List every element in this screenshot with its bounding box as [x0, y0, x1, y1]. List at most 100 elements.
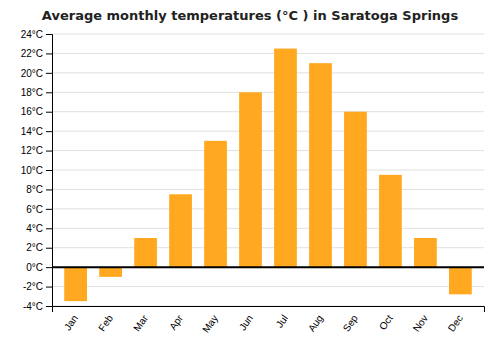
bar [379, 175, 402, 267]
grid-line [52, 170, 484, 171]
grid-line [52, 208, 484, 209]
x-tick-label: Apr [167, 312, 185, 332]
y-tick: 18°C [21, 87, 52, 98]
y-tick-label: 8°C [26, 184, 43, 195]
y-tick-label: 20°C [21, 68, 43, 79]
y-tick: 14°C [21, 126, 52, 137]
y-tick-mark [46, 53, 52, 54]
x-tick: Dec [446, 313, 465, 334]
y-tick: 4°C [26, 223, 52, 234]
y-tick-mark [46, 248, 52, 249]
y-tick-label: 6°C [26, 204, 43, 215]
x-tick: Jan [62, 313, 80, 333]
zero-line [52, 266, 484, 268]
y-tick-mark [46, 151, 52, 152]
y-tick-label: 24°C [21, 29, 43, 40]
y-tick-mark [46, 306, 52, 307]
grid-line [52, 72, 484, 73]
x-tick: Oct [377, 313, 395, 332]
bar [309, 63, 332, 267]
x-tick-label: Jan [62, 313, 80, 333]
y-tick: -4°C [23, 301, 52, 312]
bar [414, 238, 437, 267]
y-tick: 6°C [26, 204, 52, 215]
x-tick: May [200, 313, 220, 335]
grid-line [52, 150, 484, 151]
bar [344, 112, 367, 267]
y-tick: 24°C [21, 29, 52, 40]
grid-line [52, 92, 484, 93]
x-tick: Jun [237, 313, 255, 333]
x-tick-label: Jun [237, 313, 255, 333]
y-tick: 2°C [26, 242, 52, 253]
y-tick: 16°C [21, 106, 52, 117]
grid-line [52, 131, 484, 132]
bar [169, 194, 192, 267]
y-tick-mark [46, 112, 52, 113]
y-tick-label: 10°C [21, 165, 43, 176]
y-tick: 10°C [21, 165, 52, 176]
y-tick-mark [46, 228, 52, 229]
x-tick: Aug [306, 313, 325, 334]
x-tick: Nov [411, 313, 430, 334]
y-tick: 8°C [26, 184, 52, 195]
x-tick-label: Mar [131, 312, 150, 333]
title: Average monthly temperatures (°C ) in Sa… [42, 8, 459, 23]
y-tick-mark [46, 170, 52, 171]
y-tick: 0°C [26, 262, 52, 273]
x-tick: Mar [131, 312, 150, 333]
y-axis: -4°C -2°C 0°C 2°C 4°C 6°C 8°C 10°C 12°C 14°C 16°C 1… [21, 29, 53, 312]
x-tick-label: Jul [274, 313, 290, 330]
bar [274, 49, 297, 268]
x-axis-line [53, 307, 485, 313]
grid-line [52, 267, 484, 268]
y-tick-mark [46, 189, 52, 190]
x-tick-label: Nov [411, 313, 430, 334]
y-axis-line [46, 35, 53, 307]
plot: -4°C -2°C 0°C 2°C 4°C 6°C 8°C 10°C 12°C 14°C 16°C 1… [21, 29, 485, 335]
y-tick-label: 22°C [21, 48, 43, 59]
y-tick: 20°C [21, 68, 52, 79]
grid [52, 34, 484, 306]
x-tick-label: Aug [306, 313, 325, 334]
y-tick-label: 14°C [21, 126, 43, 137]
x-tick-label: Dec [446, 313, 465, 334]
y-tick: 12°C [21, 145, 52, 156]
y-tick-label: 2°C [26, 242, 43, 253]
x-axis: Jan Feb Mar Apr May Jun Jul Aug Sep Oct Nov Dec [53, 307, 485, 335]
x-tick: Sep [341, 312, 360, 333]
y-tick-mark [46, 267, 52, 268]
y-tick-label: 16°C [21, 106, 43, 117]
bar [239, 92, 262, 267]
x-tick-label: Sep [341, 312, 360, 333]
y-tick-mark [46, 209, 52, 210]
grid-line [52, 34, 484, 35]
x-tick: Apr [167, 312, 185, 332]
grid-line [52, 53, 484, 54]
y-tick-mark [46, 73, 52, 74]
y-tick-label: 4°C [26, 223, 43, 234]
y-tick: 22°C [21, 48, 52, 59]
y-tick-label: -2°C [23, 281, 43, 292]
bar [134, 238, 157, 267]
x-tick-label: Oct [377, 313, 395, 332]
y-tick: -2°C [23, 281, 52, 292]
x-tick-label: Feb [96, 312, 115, 333]
y-tick-label: 0°C [26, 262, 43, 273]
bar [99, 267, 122, 277]
grid-line [52, 228, 484, 229]
y-tick-label: 12°C [21, 145, 43, 156]
bars [64, 49, 472, 302]
grid-line [52, 189, 484, 190]
x-tick-label: May [200, 313, 220, 335]
x-tick: Feb [96, 312, 115, 333]
y-tick-mark [46, 34, 52, 35]
y-tick-mark [46, 287, 52, 288]
bar [64, 267, 87, 301]
grid-line [52, 111, 484, 112]
y-tick-label: -4°C [23, 301, 43, 312]
chart: Average monthly temperatures (°C ) in Sa… [0, 0, 500, 350]
x-tick: Jul [274, 313, 290, 330]
bar [204, 141, 227, 267]
grid-line [52, 286, 484, 287]
